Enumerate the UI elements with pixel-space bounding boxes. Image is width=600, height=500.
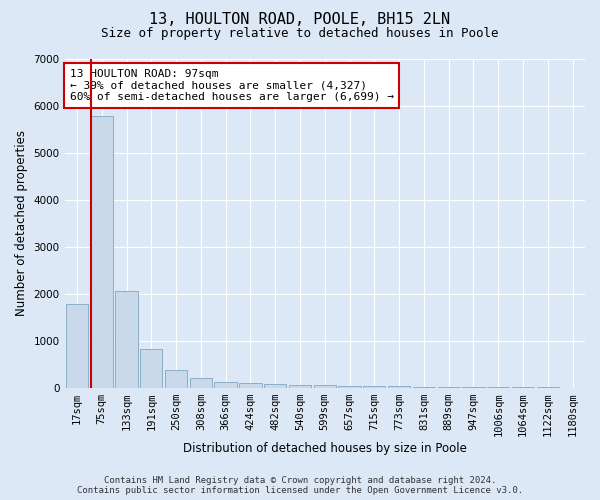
Bar: [388, 386, 410, 388]
Text: 13 HOULTON ROAD: 97sqm
← 39% of detached houses are smaller (4,327)
60% of semi-: 13 HOULTON ROAD: 97sqm ← 39% of detached…: [70, 69, 394, 102]
Bar: [214, 382, 237, 388]
Bar: [289, 385, 311, 388]
Bar: [437, 387, 460, 388]
Bar: [91, 116, 113, 388]
Bar: [314, 386, 336, 388]
Text: Size of property relative to detached houses in Poole: Size of property relative to detached ho…: [101, 28, 499, 40]
Bar: [413, 386, 435, 388]
Text: 13, HOULTON ROAD, POOLE, BH15 2LN: 13, HOULTON ROAD, POOLE, BH15 2LN: [149, 12, 451, 28]
Bar: [363, 386, 385, 388]
Bar: [239, 382, 262, 388]
Y-axis label: Number of detached properties: Number of detached properties: [15, 130, 28, 316]
Text: Contains HM Land Registry data © Crown copyright and database right 2024.
Contai: Contains HM Land Registry data © Crown c…: [77, 476, 523, 495]
Bar: [115, 291, 137, 388]
Bar: [66, 304, 88, 388]
Bar: [165, 370, 187, 388]
Bar: [140, 349, 163, 388]
Bar: [190, 378, 212, 388]
X-axis label: Distribution of detached houses by size in Poole: Distribution of detached houses by size …: [183, 442, 467, 455]
Bar: [463, 387, 485, 388]
Bar: [264, 384, 286, 388]
Bar: [338, 386, 361, 388]
